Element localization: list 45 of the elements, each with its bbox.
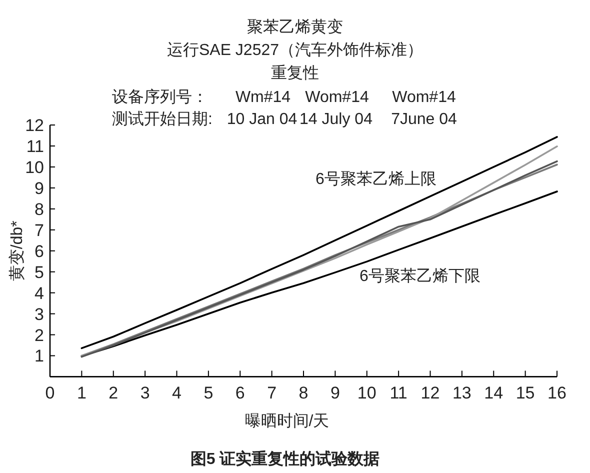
x-tick-label: 8 [298, 384, 308, 403]
caption: 图5 证实重复性的试验数据 [190, 450, 380, 468]
x-tick-label: 7 [267, 384, 277, 403]
y-tick-label: 4 [34, 284, 44, 303]
text: Wm#14 [235, 89, 291, 106]
text: Wom#14 [392, 89, 456, 106]
annotation: 7June 04 [391, 111, 458, 128]
y-tick-label: 12 [25, 116, 44, 135]
x-tick-label: 16 [548, 384, 566, 403]
y-tick-label: 3 [34, 304, 44, 324]
annotation: 14 July 04 [300, 111, 373, 128]
x-tick-label: 2 [108, 384, 118, 403]
text: Wom#14 [305, 89, 369, 106]
text: 重复性 [271, 64, 319, 82]
x-tick-label: 4 [172, 384, 182, 403]
x-tick-label: 0 [45, 384, 55, 403]
annotation: 测试开始日期: [112, 110, 212, 128]
x-tick-label: 12 [420, 384, 440, 403]
annotation: 6号聚苯乙烯上限 [316, 170, 436, 188]
y-tick-label: 2 [34, 326, 44, 345]
x-tick-label: 11 [390, 384, 408, 403]
y-tick-label: 1 [34, 346, 44, 366]
x-tick-label: 14 [484, 384, 504, 403]
y-tick-label: 10 [25, 158, 44, 177]
x-tick-label: 13 [452, 384, 472, 403]
chart-subtitle: 运行SAE J2527（汽车外饰件标准） [166, 41, 424, 59]
text: 设备序列号： [112, 88, 208, 106]
x-tick-label: 10 [357, 384, 376, 403]
y-tick-label: 8 [34, 200, 44, 219]
x-tick-label: 9 [330, 384, 340, 403]
x-tick-label: 5 [204, 384, 214, 403]
annotation: 10 Jan 04 [226, 111, 298, 128]
y-axis-title: 黄变/db* [8, 220, 26, 282]
y-tick-label: 11 [26, 136, 44, 156]
annotation: 6号聚苯乙烯下限 [360, 267, 480, 285]
y-tick-label: 7 [34, 220, 44, 240]
x-axis-title: 曝晒时间/天 [244, 412, 330, 430]
y-tick-label: 6 [34, 242, 44, 261]
x-tick-label: 6 [235, 384, 245, 403]
x-tick-label: 3 [140, 384, 150, 403]
y-tick-label: 9 [34, 178, 44, 198]
chart-title: 聚苯乙烯黄变 [247, 18, 343, 36]
y-tick-label: 5 [34, 262, 44, 282]
x-tick-label: 1 [76, 384, 86, 403]
x-tick-label: 15 [516, 384, 535, 403]
